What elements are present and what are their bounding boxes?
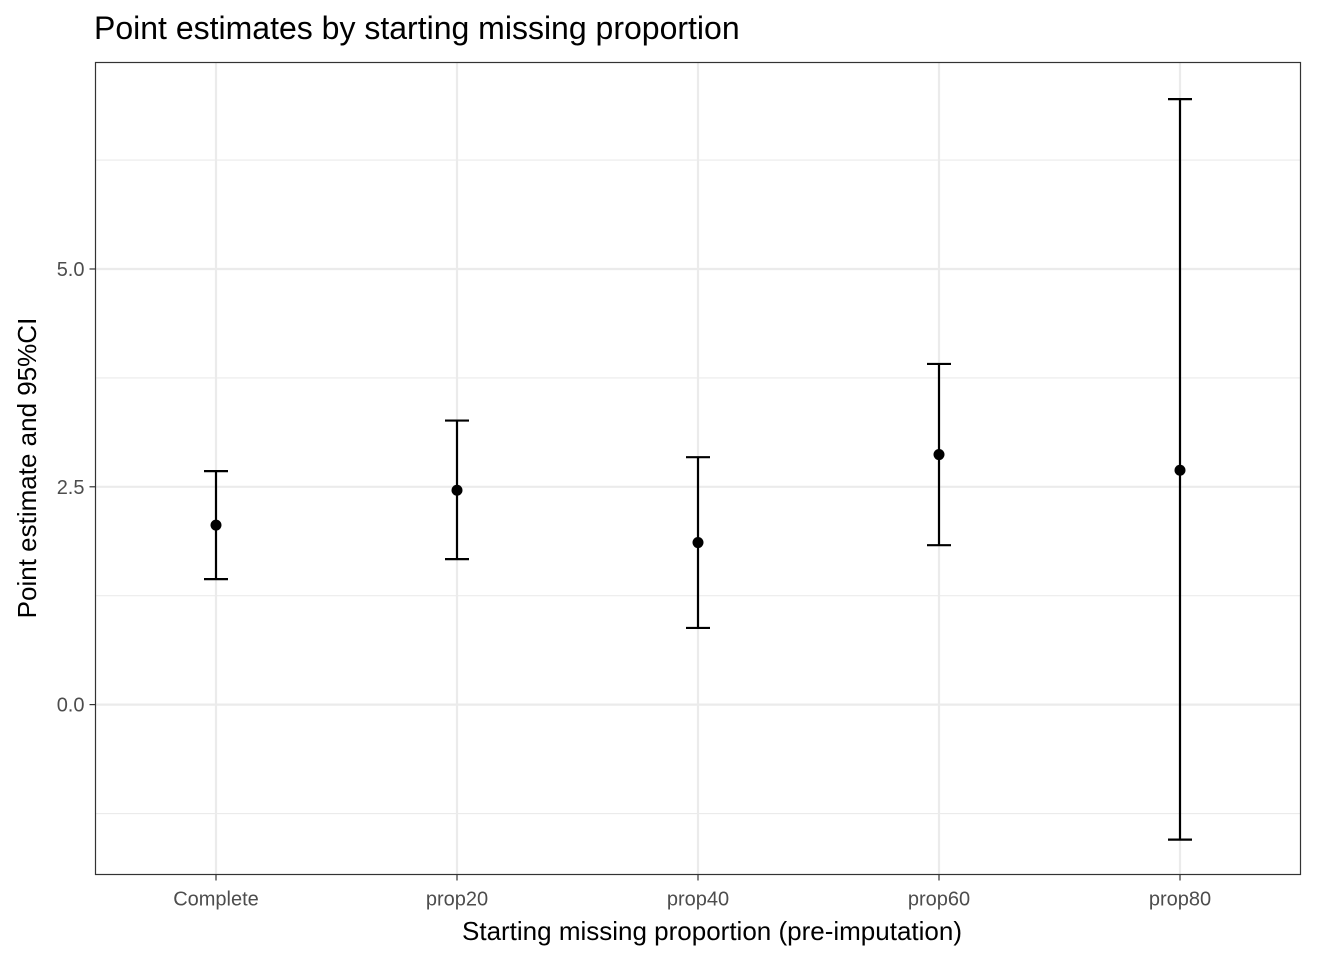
- x-tick-label-prop80: prop80: [1149, 889, 1211, 911]
- x-axis-title: Starting missing proportion (pre-imputat…: [462, 916, 962, 946]
- chart-title: Point estimates by starting missing prop…: [94, 10, 740, 46]
- point-prop20: [451, 484, 463, 496]
- x-tick-label-prop20: prop20: [426, 889, 488, 911]
- x-axis: Complete prop20 prop40 prop60 prop80: [173, 874, 1211, 911]
- y-axis-title: Point estimate and 95%CI: [12, 318, 42, 619]
- x-tick-label-Complete: Complete: [173, 889, 259, 911]
- y-axis: 0.0 2.5 5.0: [57, 259, 96, 717]
- error-bars: [204, 97, 1192, 841]
- y-tick-label: 5.0: [57, 259, 85, 281]
- point-Complete: [210, 519, 222, 531]
- point-prop80: [1174, 464, 1186, 476]
- point-prop40: [692, 537, 704, 549]
- x-tick-label-prop60: prop60: [908, 889, 970, 911]
- y-tick-label: 2.5: [57, 477, 85, 499]
- point-prop60: [933, 449, 945, 461]
- x-tick-label-prop40: prop40: [667, 889, 729, 911]
- y-tick-label: 0.0: [57, 695, 85, 717]
